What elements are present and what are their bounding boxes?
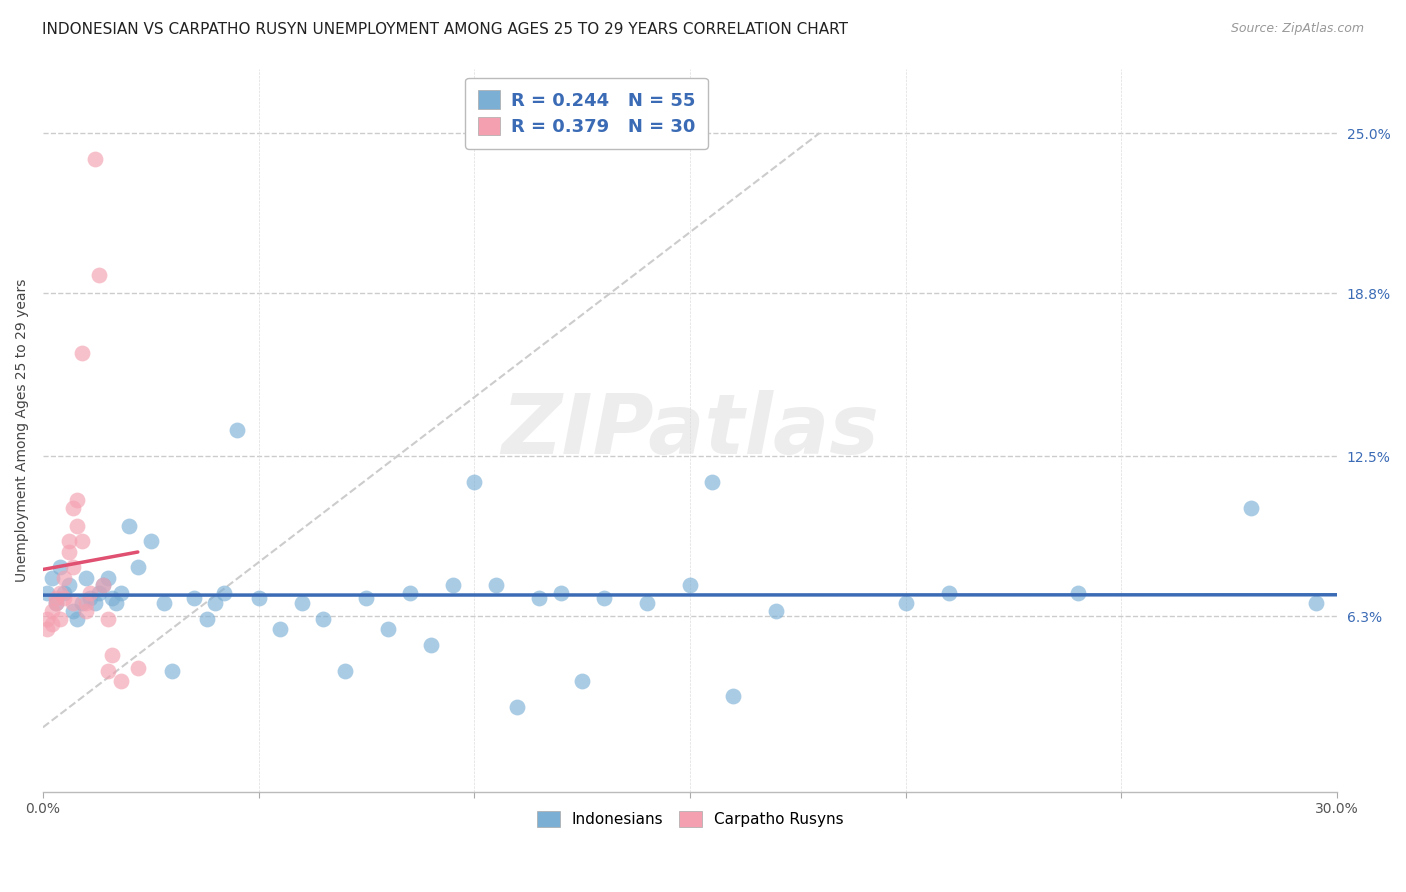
Point (62, 596, 84, 610)
Point (485, 578, 508, 592)
Point (195, 612, 218, 626)
Point (62, 500, 84, 515)
Point (765, 604, 787, 618)
Point (49, 612, 72, 626)
Point (183, 591, 205, 606)
Point (62, 560, 84, 574)
Point (87, 268, 110, 283)
Point (83, 596, 105, 610)
Point (269, 622, 291, 636)
Text: Source: ZipAtlas.com: Source: ZipAtlas.com (1230, 22, 1364, 36)
Point (37, 612, 59, 626)
Point (1240, 500, 1263, 515)
Point (53, 591, 76, 606)
Point (97, 570, 120, 584)
Text: INDONESIAN VS CARPATHO RUSYN UNEMPLOYMENT AMONG AGES 25 TO 29 YEARS CORRELATION : INDONESIAN VS CARPATHO RUSYN UNEMPLOYMEN… (42, 22, 848, 37)
Point (62, 604, 84, 618)
Point (75, 596, 97, 610)
Point (127, 661, 149, 675)
Point (41, 617, 63, 632)
Legend: Indonesians, Carpatho Rusyns: Indonesians, Carpatho Rusyns (529, 804, 851, 835)
Point (204, 596, 226, 610)
Point (110, 586, 132, 600)
Point (118, 519, 141, 533)
Point (75, 570, 97, 584)
Point (679, 578, 702, 592)
Point (83, 152, 105, 166)
Point (1305, 596, 1327, 610)
Point (91, 578, 114, 592)
Point (162, 664, 184, 678)
Point (571, 673, 593, 688)
Point (312, 612, 335, 626)
Point (45, 596, 67, 610)
Point (49, 586, 72, 600)
Text: ZIPatlas: ZIPatlas (501, 390, 879, 471)
Point (127, 560, 149, 574)
Point (441, 578, 464, 592)
Point (53, 586, 76, 600)
Point (226, 423, 249, 437)
Point (79, 586, 101, 600)
Point (420, 638, 443, 652)
Point (333, 664, 356, 678)
Point (700, 475, 723, 489)
Point (721, 690, 744, 704)
Point (70, 596, 93, 610)
Point (58, 544, 80, 558)
Point (37, 586, 59, 600)
Point (79, 591, 101, 606)
Point (152, 596, 174, 610)
Point (527, 591, 550, 606)
Point (550, 586, 572, 600)
Point (105, 596, 128, 610)
Point (894, 596, 917, 610)
Point (101, 648, 124, 662)
Point (398, 586, 420, 600)
Point (66, 519, 89, 533)
Point (463, 475, 485, 489)
Point (139, 534, 162, 549)
Point (45, 596, 67, 610)
Point (97, 612, 120, 626)
Point (87, 586, 110, 600)
Point (97, 664, 120, 678)
Point (1067, 586, 1090, 600)
Point (592, 591, 614, 606)
Point (506, 699, 529, 714)
Point (66, 612, 89, 626)
Point (49, 560, 72, 574)
Point (41, 604, 63, 618)
Point (636, 596, 658, 610)
Point (377, 622, 399, 636)
Point (45, 591, 67, 606)
Point (291, 596, 314, 610)
Point (66, 493, 89, 508)
Point (37, 622, 59, 636)
Point (41, 570, 63, 584)
Point (247, 591, 270, 606)
Point (58, 534, 80, 549)
Point (91, 578, 114, 592)
Point (58, 578, 80, 592)
Point (101, 591, 124, 606)
Point (938, 586, 960, 600)
Point (75, 604, 97, 618)
Point (110, 673, 132, 688)
Point (356, 591, 378, 606)
Point (70, 534, 93, 549)
Point (212, 586, 235, 600)
Point (53, 570, 76, 584)
Y-axis label: Unemployment Among Ages 25 to 29 years: Unemployment Among Ages 25 to 29 years (15, 278, 30, 582)
Point (70, 345, 93, 359)
